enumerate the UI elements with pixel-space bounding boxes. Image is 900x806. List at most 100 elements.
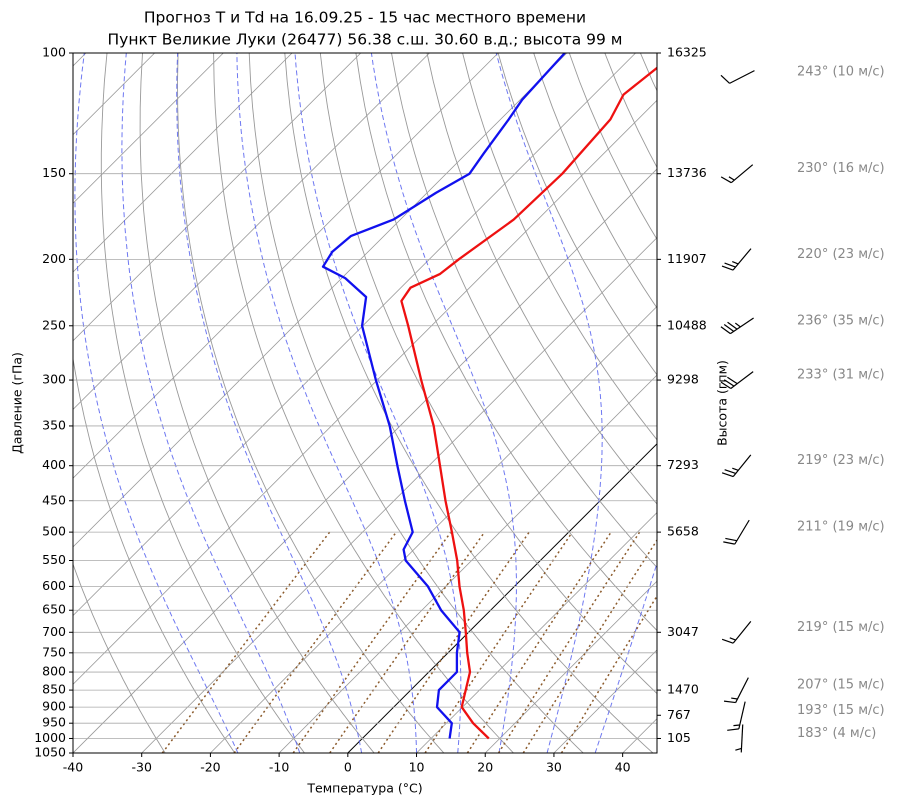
- wind-label: 193° (15 м/с): [797, 703, 885, 718]
- dry-adiabat: [462, 53, 657, 441]
- wind-barb: [720, 317, 754, 335]
- y-tick-label: 350: [42, 417, 66, 432]
- y2-tick-label: 16325: [667, 45, 707, 60]
- barb-staff: [729, 70, 755, 84]
- barb-staff: [732, 454, 752, 477]
- wind-label: 220° (23 м/с): [797, 247, 885, 262]
- y-tick-label: 450: [42, 492, 66, 507]
- plot-frame: [72, 52, 658, 754]
- dry-adiabat: [177, 53, 445, 753]
- barb-full: [727, 321, 738, 330]
- profiles: [321, 53, 657, 740]
- mixing-ratio-line: [522, 538, 657, 753]
- y-tick-label: 950: [42, 715, 66, 730]
- isotherm: [73, 53, 636, 617]
- isotherm: [73, 168, 657, 753]
- isotherm: [73, 53, 362, 342]
- y-tick-label: 150: [42, 165, 66, 180]
- y2-tick-label: 11907: [667, 251, 707, 266]
- isotherm: [73, 53, 568, 548]
- barb-staff: [735, 677, 749, 703]
- moist-adiabat: [294, 53, 462, 753]
- wind-barb: [723, 677, 749, 704]
- barb-full: [720, 326, 731, 335]
- barb-half: [732, 467, 739, 471]
- moist-adiabat: [370, 53, 517, 753]
- y-tick-label: 550: [42, 552, 66, 567]
- isotherm: [73, 53, 499, 479]
- barb-staff: [730, 371, 754, 389]
- zero-isotherm: [347, 443, 657, 753]
- dry-adiabat: [391, 53, 657, 569]
- dry-adiabat: [248, 53, 584, 753]
- y-tick-label: 850: [42, 682, 66, 697]
- isotherm: [73, 53, 293, 273]
- isotherm: [73, 53, 430, 411]
- chart-subtitle: Пункт Великие Луки (26477) 56.38 с.ш. 30…: [108, 31, 623, 49]
- wind-label: 207° (15 м/с): [797, 678, 885, 693]
- x-tick-label: 20: [477, 760, 493, 775]
- wind-barb: [721, 248, 752, 271]
- isotherm: [73, 99, 657, 685]
- barb-full: [727, 728, 739, 731]
- wind-label: 219° (15 м/с): [797, 620, 885, 635]
- barb-full: [720, 74, 730, 84]
- x-tick-label: 10: [409, 760, 425, 775]
- dry-adiabat: [139, 53, 375, 753]
- y-tick-label: 1000: [34, 730, 66, 745]
- barb-full: [724, 469, 736, 475]
- y2-axis-label: Высота (гпм): [715, 360, 730, 446]
- x-tick-label: -30: [131, 760, 151, 775]
- x-tick-label: -10: [269, 760, 289, 775]
- y-axis-label: Давление (гПа): [10, 352, 25, 454]
- y2-tick-label: 7293: [667, 457, 699, 472]
- barb-staff: [734, 519, 750, 545]
- dry-adiabat: [355, 53, 657, 632]
- y-tick-label: 600: [42, 578, 66, 593]
- x-axis-label: Температура (°C): [306, 781, 422, 796]
- y2-tick-label: 13736: [667, 165, 707, 180]
- y-tick-label: 800: [42, 664, 66, 679]
- barb-full: [721, 472, 734, 478]
- y-tick-label: 1050: [34, 745, 66, 760]
- barb-staff: [730, 164, 754, 184]
- y2-tick-label: 9298: [667, 372, 699, 387]
- barb-full: [721, 638, 734, 644]
- barb-half: [733, 724, 740, 727]
- x-tick-label: -40: [63, 760, 83, 775]
- wind-barb: [721, 454, 752, 478]
- isotherm: [416, 511, 657, 753]
- wind-label: 233° (31 м/с): [797, 368, 885, 383]
- wind-barb: [720, 164, 754, 184]
- profile-line: [321, 53, 566, 739]
- barb-staff: [732, 248, 752, 271]
- y-tick-label: 700: [42, 624, 66, 639]
- wind-barb: [735, 724, 744, 753]
- dry-adiabat: [73, 355, 236, 753]
- y-tick-label: 250: [42, 317, 66, 332]
- y-tick-label: 500: [42, 524, 66, 539]
- x-tick-label: 30: [546, 760, 562, 775]
- barb-full: [723, 324, 735, 332]
- barb-staff: [738, 701, 746, 730]
- wind-label: 230° (16 м/с): [797, 161, 885, 176]
- mixing-ratio-line: [233, 531, 397, 753]
- y2-tick-label: 5658: [667, 524, 699, 539]
- dry-adiabat: [497, 53, 657, 376]
- y2-tick-label: 10488: [667, 317, 707, 332]
- barb-staff: [730, 317, 754, 335]
- isotherm: [73, 53, 224, 204]
- chart-title: Прогноз T и Td на 16.09.25 - 15 час мест…: [144, 9, 586, 27]
- y2-tick-label: 105: [667, 730, 691, 745]
- wind-label: 243° (10 м/с): [797, 65, 885, 80]
- y2-tick-label: 767: [667, 707, 691, 722]
- reference-lines: [73, 53, 657, 753]
- barb-half: [729, 637, 736, 641]
- wind-barb: [723, 519, 750, 545]
- barb-full: [720, 176, 732, 184]
- y-tick-label: 200: [42, 251, 66, 266]
- y-tick-label: 650: [42, 602, 66, 617]
